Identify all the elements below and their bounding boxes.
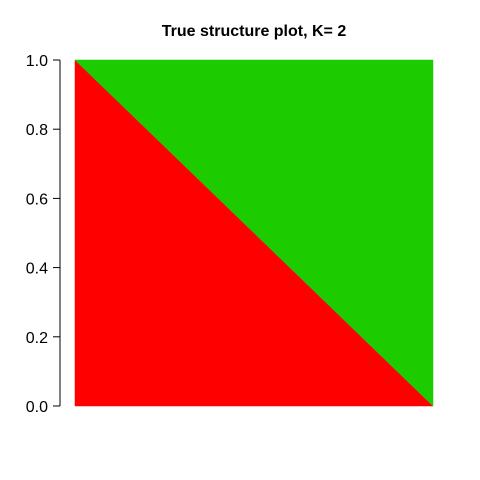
- y-tick-label: 0.6: [26, 191, 48, 208]
- y-tick-label: 0.8: [26, 122, 48, 139]
- y-tick-label: 0.4: [26, 261, 48, 278]
- plot-area: [74, 59, 434, 407]
- y-tick-label: 0.0: [26, 399, 48, 416]
- y-tick-label: 1.0: [26, 53, 48, 70]
- area-series-2: [74, 59, 434, 407]
- y-axis: 0.0 0.2 0.4 0.6 0.8 1.0: [26, 53, 61, 416]
- chart-title: True structure plot, K= 2: [162, 23, 347, 40]
- y-tick-label: 0.2: [26, 330, 48, 347]
